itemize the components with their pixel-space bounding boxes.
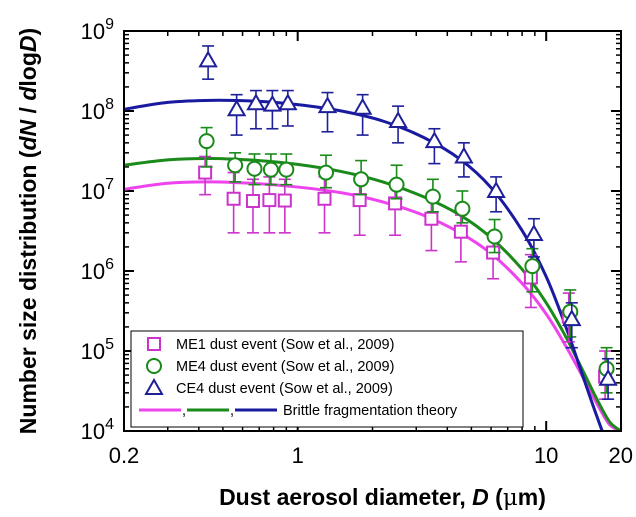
data-point xyxy=(454,200,471,217)
y-axis-title-den-pre: d xyxy=(15,86,41,101)
data-point xyxy=(424,131,445,149)
x-axis-title-text: Dust aerosol diameter, xyxy=(219,484,472,510)
y-tick-label-base: 10 xyxy=(81,99,105,124)
y-tick-label-base: 10 xyxy=(81,19,105,44)
y-tick-label-exponent: 9 xyxy=(105,16,114,33)
data-point xyxy=(388,176,405,193)
y-axis-title-den-var: D xyxy=(15,35,41,52)
data-point xyxy=(524,223,544,242)
x-tick-label: 20 xyxy=(609,443,633,468)
data-point xyxy=(318,164,335,181)
series-3 xyxy=(198,45,618,400)
x-axis-title-var: D xyxy=(472,484,489,510)
data-point xyxy=(424,188,441,205)
data-point xyxy=(317,96,338,114)
data-point xyxy=(227,157,244,174)
legend-label-theory: Brittle fragmentation theory xyxy=(283,403,458,419)
legend-label: ME4 dust event (Sow et al., 2009) xyxy=(176,359,394,375)
plot-area-frame xyxy=(123,30,622,432)
data-point xyxy=(226,99,247,117)
y-tick-label: 107 xyxy=(81,176,114,204)
y-axis-title-text: Number size distribution ( xyxy=(15,150,41,434)
y-tick-label-base: 10 xyxy=(81,259,105,284)
data-point xyxy=(598,368,618,386)
y-tick-label: 106 xyxy=(81,256,114,284)
y-tick-label: 104 xyxy=(81,416,114,444)
legend-separator: , xyxy=(230,403,234,419)
y-tick-label: 109 xyxy=(81,16,114,44)
y-axis-title-sep: / xyxy=(15,101,41,120)
data-points xyxy=(198,45,618,400)
data-point xyxy=(226,191,241,206)
data-point xyxy=(278,161,295,178)
y-tick-label-exponent: 7 xyxy=(105,176,114,193)
x-tick-label: 1 xyxy=(292,443,304,468)
data-point xyxy=(454,146,474,164)
data-point xyxy=(352,193,367,208)
data-point xyxy=(262,161,279,178)
y-tick-label-exponent: 5 xyxy=(105,336,114,353)
x-tick-label: 0.2 xyxy=(109,443,140,468)
data-point xyxy=(486,228,503,245)
legend-marker-square xyxy=(147,337,161,351)
data-point xyxy=(524,258,541,275)
x-axis-title-unit-mu: μ xyxy=(503,485,518,511)
data-point xyxy=(453,224,468,239)
legend-separator: , xyxy=(182,403,186,419)
data-point xyxy=(245,193,260,208)
data-point xyxy=(424,211,439,226)
data-point xyxy=(278,93,298,111)
data-point xyxy=(198,50,218,68)
x-axis-title-unit-open: ( xyxy=(489,484,503,510)
y-tick-label-base: 10 xyxy=(81,179,105,204)
data-point xyxy=(486,180,506,198)
data-point xyxy=(198,165,213,180)
data-point xyxy=(246,160,263,177)
series-2 xyxy=(198,126,615,394)
data-point xyxy=(352,97,373,115)
y-axis-title-close: ) xyxy=(15,28,41,36)
legend: ME1 dust event (Sow et al., 2009) ME4 dus… xyxy=(130,330,524,428)
data-point xyxy=(262,94,283,112)
data-point xyxy=(317,191,332,206)
legend-marker-triangle xyxy=(144,377,164,395)
data-point xyxy=(262,193,277,208)
data-point xyxy=(562,309,582,327)
data-point xyxy=(246,93,266,111)
x-axis-title: Dust aerosol diameter, D (μm) xyxy=(219,484,546,511)
legend-label: ME1 dust event (Sow et al., 2009) xyxy=(176,337,394,353)
y-axis-title-den-log: log xyxy=(15,52,41,87)
data-point xyxy=(198,133,215,150)
data-point xyxy=(277,193,292,208)
y-tick-label: 105 xyxy=(81,336,114,364)
y-tick-label-exponent: 6 xyxy=(105,256,114,273)
data-point xyxy=(353,171,370,188)
legend-label: CE4 dust event (Sow et al., 2009) xyxy=(176,381,393,397)
y-tick-label-base: 10 xyxy=(81,419,105,444)
legend-marker-circle xyxy=(146,358,162,374)
y-tick-label-base: 10 xyxy=(81,339,105,364)
y-tick-label-exponent: 8 xyxy=(105,96,114,113)
data-point xyxy=(388,196,403,211)
y-tick-label-exponent: 4 xyxy=(105,416,114,433)
y-axis-title: Number size distribution (dN / dlogD) xyxy=(15,28,41,434)
x-tick-label: 10 xyxy=(534,443,558,468)
y-tick-label: 108 xyxy=(81,96,114,124)
x-axis-title-unit-rest: m) xyxy=(518,484,546,510)
data-point xyxy=(388,110,408,128)
y-axis-title-num: dN xyxy=(15,119,41,150)
